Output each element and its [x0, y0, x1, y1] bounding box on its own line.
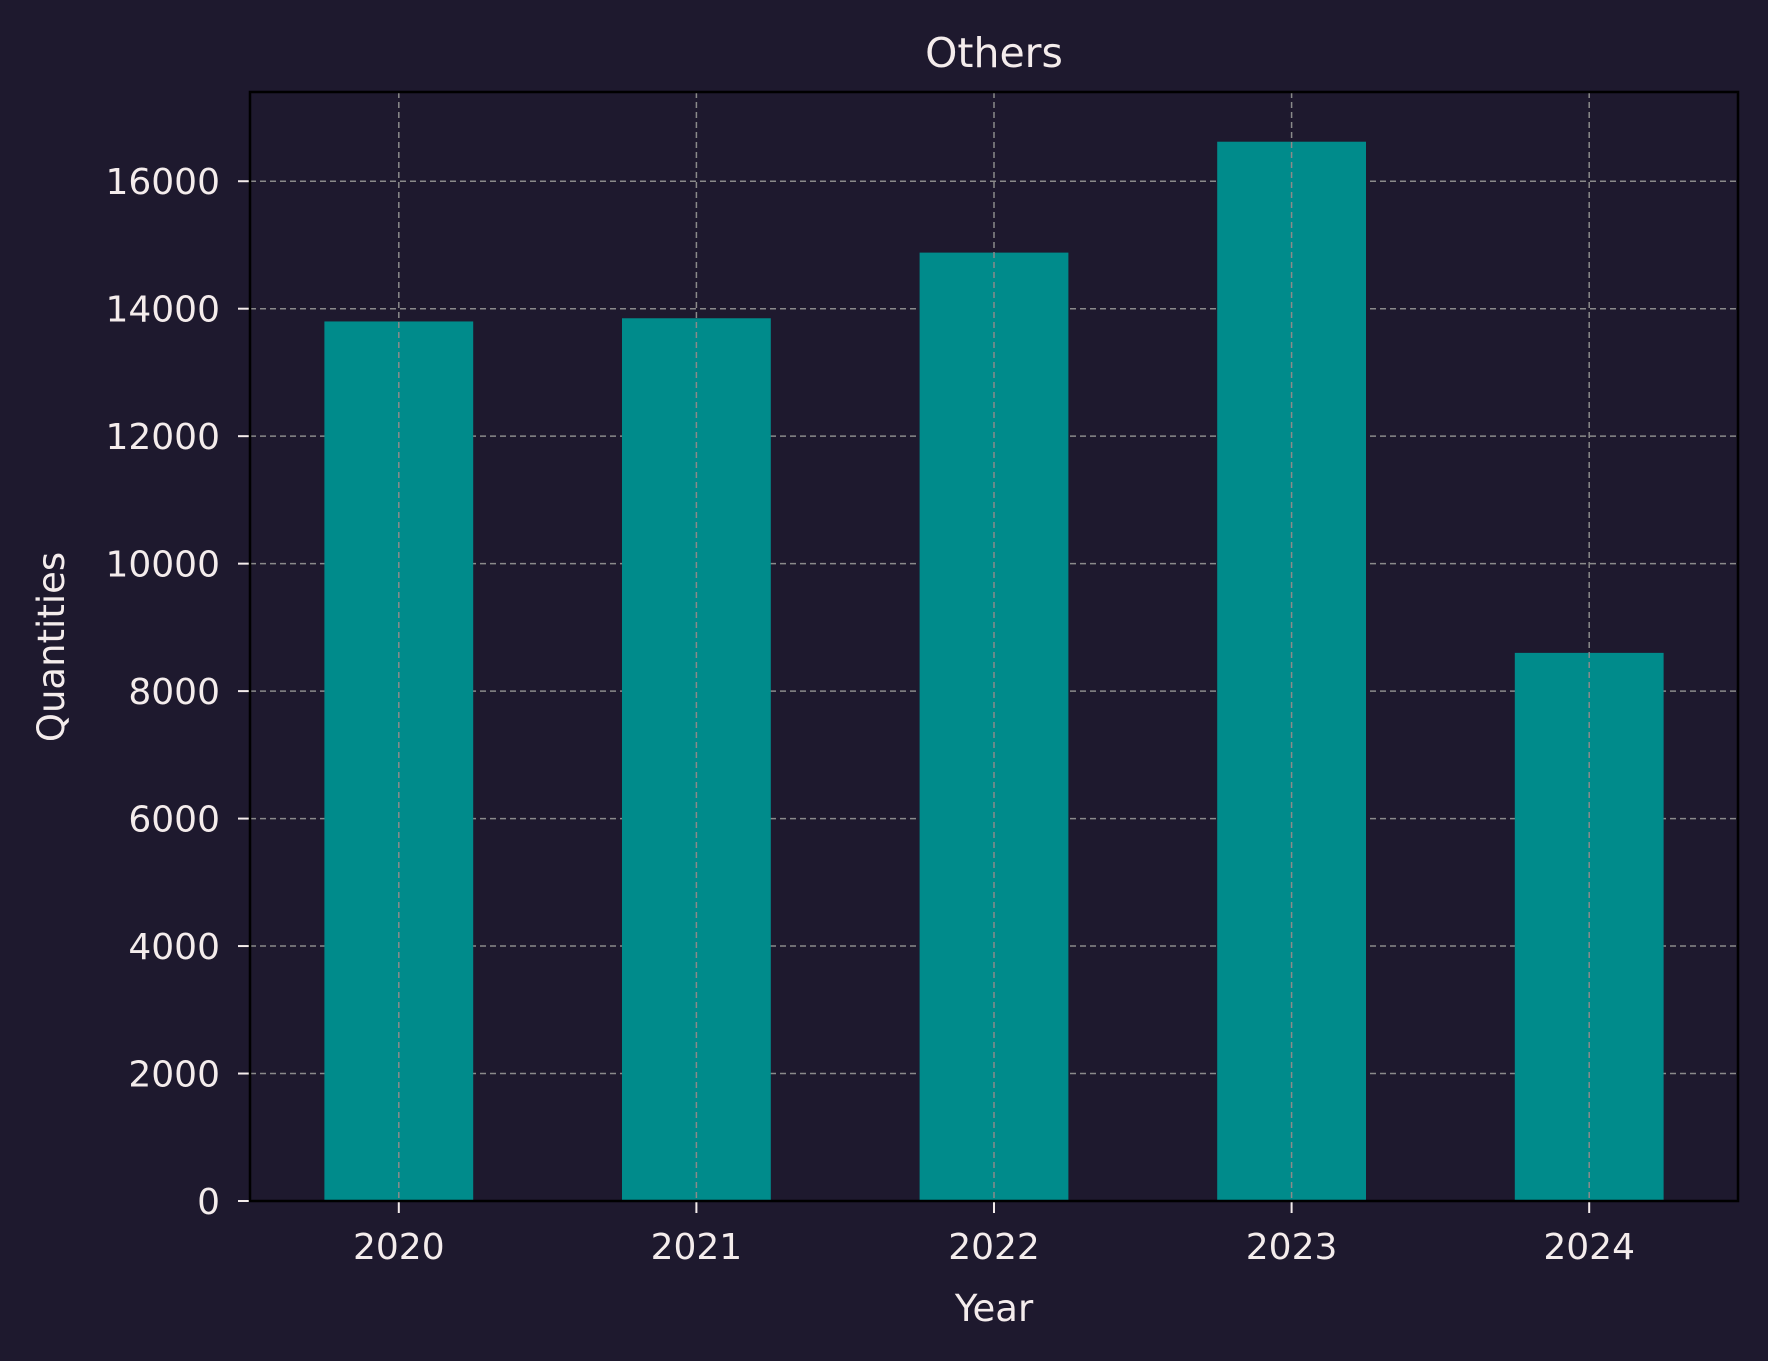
x-tick-label: 2024 — [1543, 1227, 1635, 1268]
y-tick-label: 16000 — [105, 162, 220, 203]
y-tick-label: 2000 — [128, 1055, 220, 1096]
plot-frame — [248, 90, 1740, 1203]
y-tick-label: 4000 — [128, 927, 220, 968]
y-tick-label: 10000 — [105, 545, 220, 586]
y-tick-label: 0 — [197, 1182, 220, 1223]
y-axis-label: Quantities — [30, 552, 73, 742]
y-tick-label: 6000 — [128, 800, 220, 841]
y-tick-label: 12000 — [105, 417, 220, 458]
axis-ticks: 0 2000 4000 6000 8000 10000 12000 14000 16000 202… — [105, 92, 1635, 1268]
y-tick-label: 8000 — [128, 672, 220, 713]
x-tick-label: 2020 — [353, 1227, 445, 1268]
x-tick-label: 2022 — [948, 1227, 1040, 1268]
x-tick-label: 2023 — [1246, 1227, 1338, 1268]
bar-2021 — [622, 318, 771, 1202]
x-tick-label: 2021 — [651, 1227, 743, 1268]
chart-title: Others — [925, 29, 1063, 77]
x-axis-label: Year — [954, 1287, 1034, 1330]
y-tick-label: 14000 — [105, 290, 220, 331]
